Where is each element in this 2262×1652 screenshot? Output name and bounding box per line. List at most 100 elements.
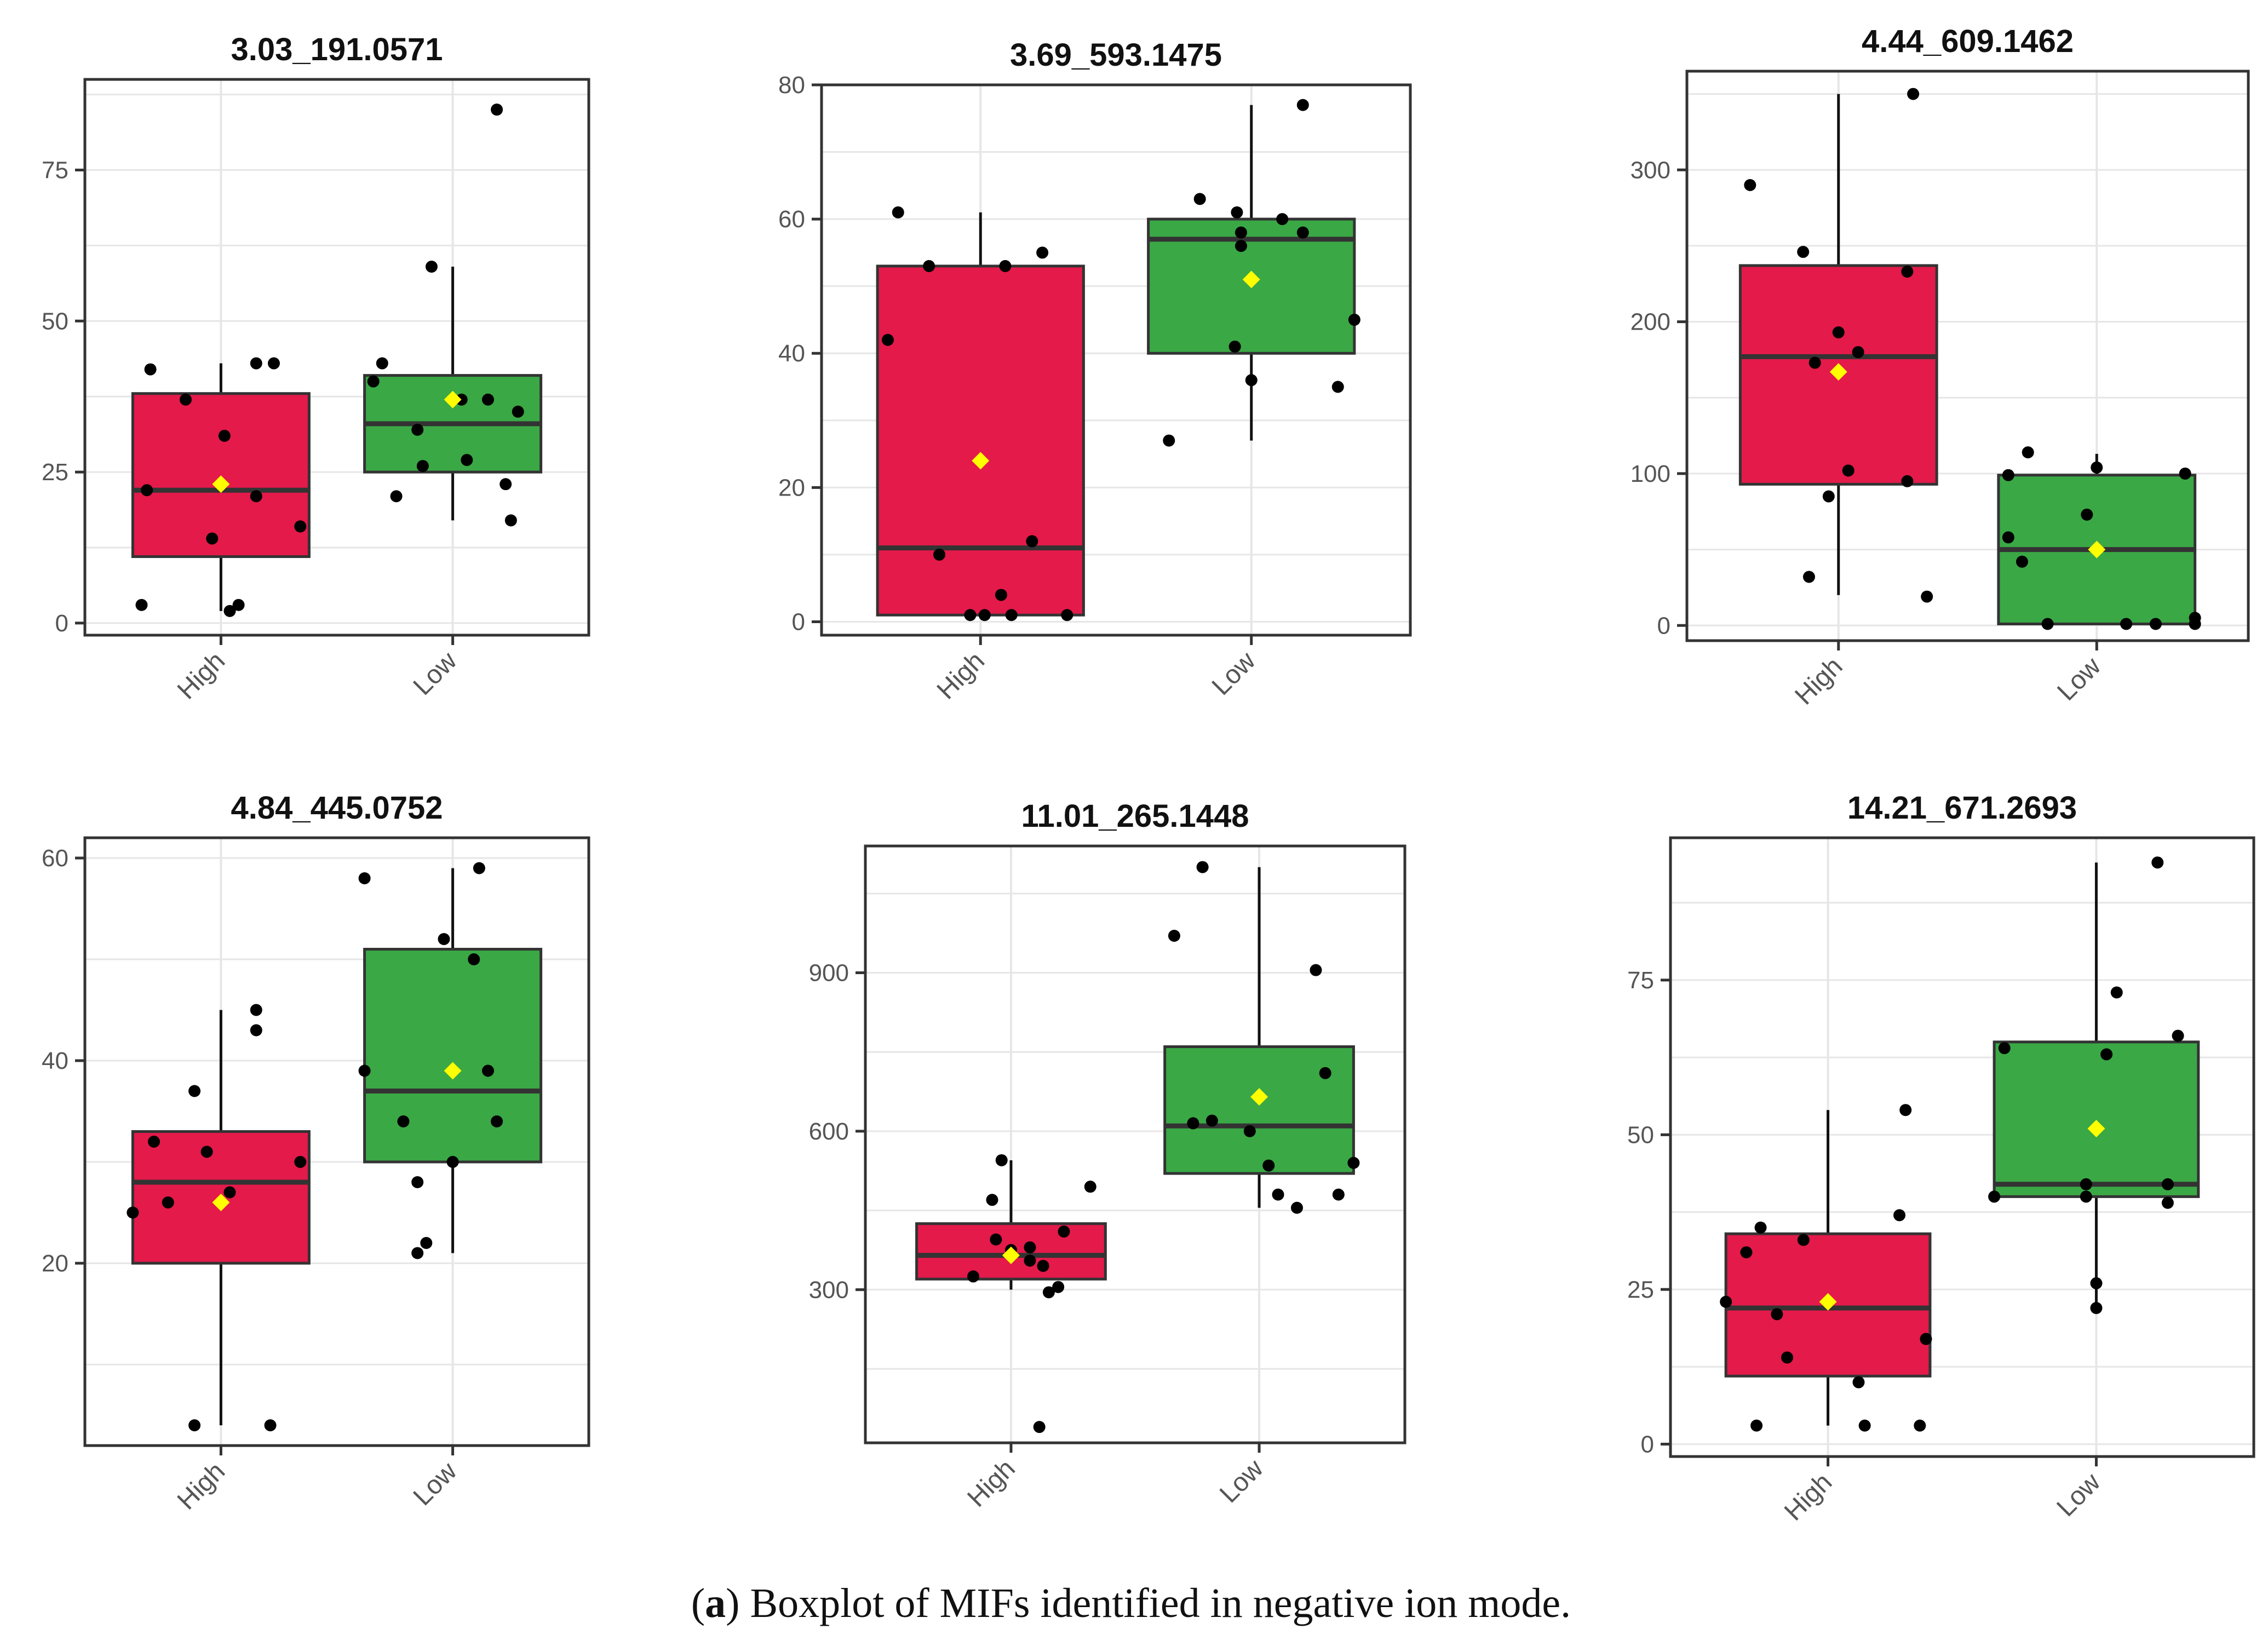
data-point [411, 1176, 424, 1188]
chart-title: 3.03_191.0571 [231, 32, 443, 67]
data-point [2080, 1190, 2092, 1203]
data-point [978, 609, 991, 621]
data-point [250, 357, 262, 370]
data-point [1058, 1225, 1070, 1238]
data-point [1033, 1421, 1046, 1434]
plot-frame [83, 78, 590, 637]
data-point [491, 103, 503, 116]
data-point [144, 363, 157, 376]
data-point [264, 1419, 277, 1431]
data-point [2002, 531, 2014, 544]
data-point [358, 1064, 371, 1077]
data-point [1291, 1201, 1303, 1214]
data-point [1193, 193, 1206, 205]
data-point [881, 333, 894, 346]
data-point [2090, 1302, 2103, 1314]
x-tick-label-high: High [962, 1454, 1020, 1512]
x-tick-label-high: High [172, 646, 231, 705]
plot-frame [1685, 70, 2250, 642]
data-point [1310, 964, 1322, 976]
box-high [131, 1130, 311, 1265]
data-point [438, 933, 450, 945]
data-point [1231, 206, 1243, 218]
data-point [1205, 1114, 1218, 1127]
data-point [923, 260, 935, 272]
data-point [1921, 590, 1933, 603]
plot-frame [1669, 836, 2255, 1458]
data-point [999, 260, 1012, 272]
data-point [250, 490, 262, 503]
data-point [397, 1115, 410, 1127]
caption-label: a [705, 1580, 726, 1626]
data-point [892, 206, 904, 218]
chart-title: 14.21_671.2693 [1847, 790, 2077, 826]
data-point [2016, 555, 2028, 568]
data-point [1235, 226, 1247, 239]
mean-marker [1819, 1293, 1837, 1311]
plot-frame [83, 836, 590, 1447]
mean-marker [212, 1194, 230, 1211]
data-point [1061, 609, 1073, 621]
data-point [1740, 1246, 1753, 1259]
data-point [1348, 313, 1360, 326]
data-point [1036, 246, 1049, 259]
data-point [250, 1024, 262, 1037]
data-point [2081, 508, 2093, 521]
data-point [1024, 1241, 1036, 1254]
y-tick-label: 0 [792, 608, 805, 635]
data-point [390, 490, 403, 503]
mean-marker [2088, 540, 2106, 559]
data-point [2149, 618, 2162, 630]
data-point [1196, 861, 1209, 873]
data-point [1858, 1419, 1871, 1432]
y-tick-label: 75 [1627, 967, 1654, 994]
data-point [141, 484, 153, 497]
y-tick-label: 25 [1627, 1276, 1654, 1303]
x-tick-label-low: Low [1207, 646, 1261, 701]
y-tick-label: 40 [42, 1047, 68, 1074]
data-point [1262, 1159, 1275, 1172]
data-point [2002, 469, 2014, 481]
chart-title: 4.44_609.1462 [1862, 24, 2074, 59]
data-point [473, 862, 485, 874]
data-point [2161, 1178, 2174, 1190]
data-point [206, 532, 219, 545]
y-tick-label: 60 [42, 845, 68, 872]
data-point [188, 1419, 201, 1431]
data-point [990, 1233, 1002, 1246]
y-tick-label: 0 [1641, 1431, 1654, 1458]
data-point [1052, 1281, 1065, 1293]
chart-title: 3.69_593.1475 [1010, 37, 1222, 73]
data-point [1852, 1376, 1865, 1389]
y-tick-label: 600 [809, 1118, 849, 1145]
y-tick-label: 50 [1627, 1121, 1654, 1148]
x-tick-label-low: Low [2052, 652, 2106, 706]
data-point [1296, 226, 1309, 239]
caption-text: ) Boxplot of MIFs identified in negative… [726, 1580, 1571, 1626]
data-point [425, 261, 438, 273]
data-point [468, 953, 480, 965]
data-point [964, 609, 977, 621]
caption-open-paren: ( [691, 1580, 705, 1626]
mean-marker [1829, 363, 1847, 381]
y-tick-label: 0 [1657, 612, 1670, 639]
y-tick-label: 300 [809, 1276, 849, 1303]
data-point [1781, 1351, 1793, 1364]
box-low [363, 948, 543, 1164]
data-point [223, 1186, 236, 1199]
data-point [2100, 1048, 2113, 1061]
data-point [2161, 1196, 2174, 1209]
y-tick-label: 100 [1631, 461, 1670, 487]
data-point [1084, 1181, 1096, 1193]
box-low [1163, 1045, 1355, 1175]
data-point [2120, 618, 2133, 630]
data-point [1276, 213, 1289, 226]
data-point [1797, 1234, 1810, 1246]
mean-marker [972, 452, 990, 470]
data-point [1988, 1190, 2001, 1203]
chart-panel-1: 0 25 50 75 High Low 3.03_191.0571 [42, 32, 590, 705]
data-point [1842, 464, 1855, 477]
data-point [200, 1146, 213, 1158]
y-tick-label: 200 [1631, 309, 1670, 336]
